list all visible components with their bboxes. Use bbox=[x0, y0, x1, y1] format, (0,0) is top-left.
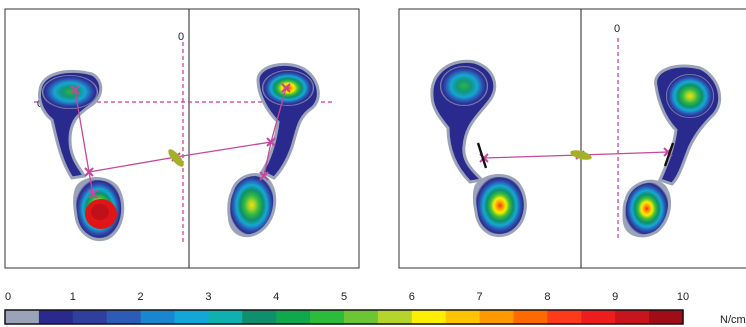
left-vertical-axis-label: 0 bbox=[178, 31, 184, 43]
colorbar-tick-label: 0 bbox=[5, 291, 11, 303]
colorbar-swatch bbox=[377, 310, 413, 324]
colorbar-tick-label: 3 bbox=[205, 291, 211, 303]
footprint-left-heel bbox=[73, 177, 125, 241]
colorbar-tick-label: 4 bbox=[273, 291, 279, 303]
footprint-left-heel-2 bbox=[473, 174, 527, 237]
footprint-left-forefoot-2 bbox=[430, 59, 497, 184]
colorbar-swatch bbox=[242, 310, 277, 324]
right-foot-axis-line bbox=[663, 142, 675, 167]
footprint-right-heel bbox=[227, 173, 277, 238]
colorbar-tick-label: 6 bbox=[409, 291, 415, 303]
colorbar bbox=[5, 310, 684, 324]
colorbar-swatch bbox=[5, 310, 40, 324]
colorbar-tick-label: 9 bbox=[612, 291, 618, 303]
colorbar-swatch bbox=[649, 310, 684, 324]
colorbar-swatch bbox=[581, 310, 616, 324]
colorbar-swatch bbox=[208, 310, 243, 324]
colorbar-tick-label: 5 bbox=[341, 291, 347, 303]
colorbar-tick-label: 7 bbox=[477, 291, 483, 303]
colorbar-tick-label: 10 bbox=[677, 291, 689, 303]
footprint-right-forefoot bbox=[256, 63, 320, 180]
right-origin-label: 0 bbox=[614, 23, 620, 35]
colorbar-swatch bbox=[513, 310, 548, 324]
colorbar-tick-label: 2 bbox=[138, 291, 144, 303]
colorbar-swatch bbox=[445, 310, 481, 324]
left-pressure-panel: 0 0 bbox=[4, 8, 360, 269]
colorbar-swatch bbox=[615, 310, 650, 324]
colorbar-tick-label: 8 bbox=[544, 291, 550, 303]
colorbar-swatch bbox=[106, 310, 142, 324]
footprint-right-heel-2 bbox=[622, 179, 672, 238]
right-pressure-panel: 0 bbox=[398, 8, 746, 269]
colorbar-swatch bbox=[479, 310, 515, 324]
colorbar-ticks: 0 1 2 3 4 5 6 7 8 9 10 bbox=[5, 291, 689, 303]
colorbar-swatch bbox=[38, 310, 74, 324]
left-center-of-pressure bbox=[168, 149, 184, 167]
colorbar-frame bbox=[4, 309, 684, 325]
colorbar-swatch bbox=[411, 310, 447, 324]
colorbar-unit-label: N/cm bbox=[720, 314, 746, 326]
colorbar-tick-label: 1 bbox=[70, 291, 76, 303]
right-center-of-pressure bbox=[570, 150, 592, 160]
footprint-left-forefoot bbox=[38, 69, 103, 180]
colorbar-swatch bbox=[72, 310, 108, 324]
colorbar-swatch bbox=[310, 310, 345, 324]
colorbar-swatch bbox=[276, 310, 311, 324]
colorbar-swatch bbox=[344, 310, 379, 324]
left-foot-axis-line bbox=[476, 142, 488, 169]
colorbar-swatch bbox=[174, 310, 209, 324]
colorbar-swatch bbox=[547, 310, 582, 324]
colorbar-swatch bbox=[140, 310, 176, 324]
